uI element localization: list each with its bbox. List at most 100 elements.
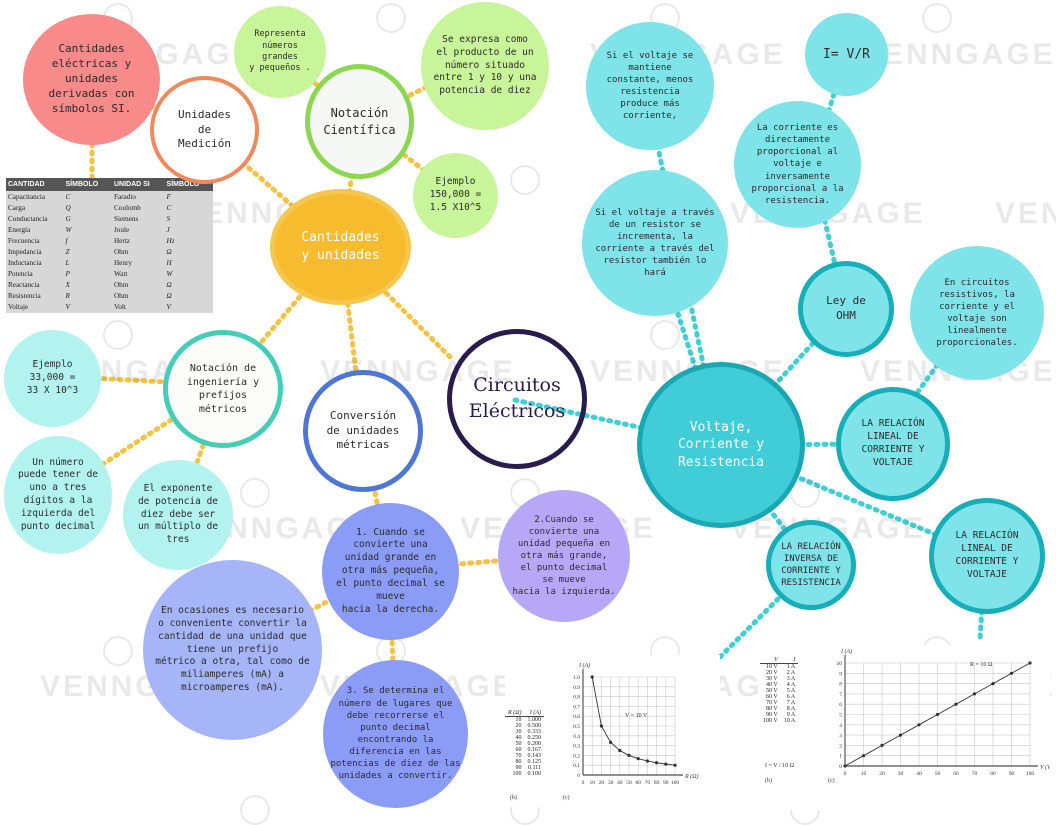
node-label: LA RELACIÓN LINEAL DE CORRIENTE Y VOLTAJ… [955, 530, 1019, 580]
table-row: Resistencia R Ohm Ω [6, 291, 213, 302]
node-label: Un número puede tener de uno a tres dígi… [17, 456, 99, 532]
node-label: Notación de ingeniería y prefijos métric… [186, 363, 260, 415]
table-cell: Siemens [113, 214, 139, 223]
table-cell: 0.500 [527, 723, 542, 729]
table-cell: 0.111 [527, 765, 541, 771]
table-cell: Volt [113, 303, 126, 312]
x-axis-label: R (Ω) [684, 773, 699, 780]
node-label: 1. Cuando se convierte una unidad grande… [336, 526, 445, 615]
column-header: CANTIDAD [6, 178, 64, 191]
node-paso-2: 2.Cuando se convierte una unidad pequeña… [498, 490, 630, 622]
x-tick-label: 50 [935, 771, 941, 777]
table-cell: 70 V [766, 700, 778, 706]
x-tick-label: 80 [654, 780, 660, 786]
node-conversion-unidades: Conversión de unidades métricas [303, 370, 423, 492]
table-cell: Watt [113, 270, 128, 279]
x-tick-label: 100 [1026, 771, 1035, 777]
node-label: Ley de OHM [826, 294, 866, 322]
table-cell: 10 [515, 717, 522, 723]
node-label: 3. Se determina el número de lugares que… [330, 686, 461, 782]
ohm-formula: I = V / 10 Ω [765, 763, 795, 769]
table-cell: Frecuencia [8, 236, 40, 245]
node-label: Voltaje, Corriente y Resistencia [677, 419, 765, 470]
table-row: 10 1.000 [505, 717, 544, 723]
table-row: Capacitancia C Faradio F [6, 191, 213, 202]
table-cell: 100 V [763, 718, 778, 724]
table-cell: V [65, 303, 70, 312]
table-cell: C [166, 203, 172, 212]
table-cell: 1 A [786, 664, 796, 670]
node-numero-digitos: Un número puede tener de uno a tres dígi… [4, 436, 112, 554]
node-label: Unidades de Medición [178, 107, 231, 151]
table-row: 70 V 7 A [760, 700, 798, 706]
data-point [917, 723, 921, 727]
table-cell: 50 [515, 741, 522, 747]
watermark-ring-icon [376, 3, 406, 33]
x-tick-label: 70 [972, 771, 978, 777]
node-se-expresa: Se expresa como el producto de un número… [421, 2, 549, 130]
watermark-ring-icon [510, 165, 540, 195]
y-tick-label: 8 [839, 682, 842, 688]
x-tick-label: 60 [635, 780, 641, 786]
table-row: 60 0.167 [505, 747, 544, 753]
table-cell: 50 V [766, 688, 778, 694]
x-tick-label: 20 [599, 780, 605, 786]
table-cell: 0.143 [527, 753, 542, 759]
table-row: 90 0.111 [505, 765, 544, 771]
table-cell: 10 A [783, 718, 796, 724]
table-cell: 90 [515, 765, 522, 771]
watermark-ring-icon [103, 320, 133, 350]
table-cell: Ω [166, 292, 172, 301]
table-cell: 40 [515, 735, 522, 741]
watermark-ring-icon [240, 795, 270, 825]
table-cell: 0.250 [527, 735, 542, 741]
table-row: Inductancia L Henry H [6, 258, 213, 269]
x-tick-label: 50 [626, 780, 632, 786]
table-cell: 0.333 [527, 729, 542, 735]
x-tick-label: 20 [879, 771, 885, 777]
table-row: 60 V 6 A [760, 694, 798, 700]
linear-chart: 0 10 20 30 40 50 60 70 80 90 100 0 1 2 3 4 5 6 7 8 9 10 I (A) V… [837, 648, 1051, 777]
table-cell: Ω [166, 281, 172, 290]
table-cell: Q [65, 203, 71, 212]
data-point [664, 762, 668, 766]
node-paso-3: 3. Se determina el número de lugares que… [323, 660, 468, 808]
y-tick-label: 2 [839, 743, 842, 749]
table-row: 100 V 10 A [760, 718, 798, 724]
table-cell: Conductancia [8, 214, 48, 223]
node-formula-ohm: I= V/R [805, 13, 888, 96]
node-notacion-cientifica: Notación Científica [305, 64, 414, 179]
table-caption: (b) [510, 795, 517, 801]
inverse-data-table: R (Ω) I (A) 10 1.000 20 0.500 30 0.333 40 0.250… [505, 710, 544, 777]
table-cell: Hz [166, 236, 175, 245]
y-tick-label: 6 [839, 702, 842, 708]
node-label: En circuitos resistivos, la corriente y … [936, 277, 1018, 349]
data-point [655, 761, 659, 765]
table-cell: Hertz [113, 236, 130, 245]
y-tick-label: 0.5 [573, 724, 580, 730]
table-cell: R [65, 292, 70, 301]
table-row: 30 V 3 A [760, 676, 798, 682]
table-cell: f [65, 236, 68, 245]
y-axis-label: I (A) [578, 662, 590, 669]
watermark-ring-icon [103, 636, 133, 666]
y-tick-label: 0.1 [573, 763, 580, 769]
table-cell: 80 V [766, 706, 778, 712]
data-point [1028, 661, 1032, 665]
data-point [898, 733, 903, 737]
node-label: Cantidades eléctricas y unidades derivad… [48, 42, 135, 115]
node-label: Representa números grandes y pequeños . [249, 29, 311, 74]
table-cell: 4 A [786, 682, 796, 688]
table-cell: 0.100 [527, 771, 542, 777]
column-header: I (A) [524, 710, 544, 717]
node-unidades-de-medicion: Unidades de Medición [150, 76, 259, 184]
table-cell: Impedancia [8, 248, 42, 257]
x-tick-label: 70 [645, 780, 651, 786]
node-circuitos-electricos: Circuitos Eléctricos [447, 329, 587, 469]
table-header-row: CANTIDAD SÍMBOLO UNIDAD SI SÍMBOLO [6, 178, 213, 191]
data-point [935, 712, 940, 717]
node-label: El exponente de potencia de diez debe se… [137, 482, 219, 546]
data-point [1009, 671, 1014, 675]
table-cell: 40 V [766, 682, 778, 688]
